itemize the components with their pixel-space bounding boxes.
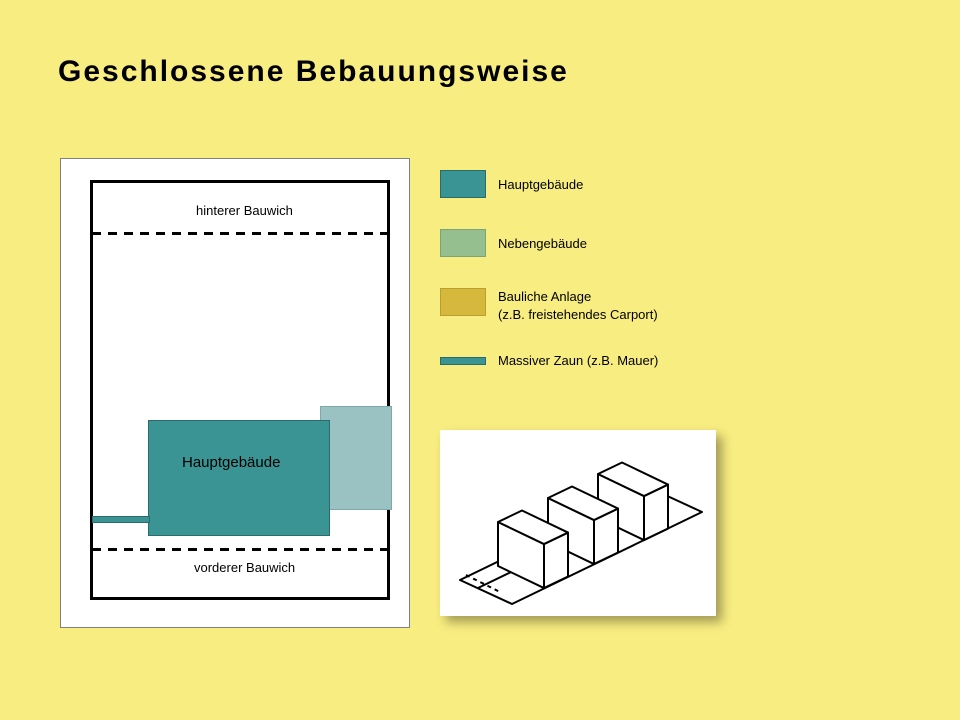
label-back-bauwich: hinterer Bauwich xyxy=(196,203,293,218)
dashed-line-top xyxy=(92,232,392,235)
main-building-block xyxy=(148,420,330,536)
aux-building-block xyxy=(320,406,392,510)
main-building-label: Hauptgebäude xyxy=(182,454,280,471)
perspective-sketch xyxy=(440,430,716,616)
legend-label-0: Hauptgebäude xyxy=(498,176,583,194)
legend-label-1: Nebengebäude xyxy=(498,235,587,253)
legend-swatch-0 xyxy=(440,170,486,198)
legend-swatch-3 xyxy=(440,357,486,365)
plan-inner-frame xyxy=(90,180,390,600)
legend-label-3: Massiver Zaun (z.B. Mauer) xyxy=(498,352,658,370)
page-title: Geschlossene Bebauungsweise xyxy=(58,55,569,89)
legend-swatch-2 xyxy=(440,288,486,316)
legend-swatch-1 xyxy=(440,229,486,257)
perspective-sketch-svg xyxy=(440,430,716,616)
label-front-bauwich: vorderer Bauwich xyxy=(194,560,295,575)
dashed-line-bottom xyxy=(92,548,392,551)
fence-strip xyxy=(92,516,150,523)
legend-label-2: Bauliche Anlage (z.B. freistehendes Carp… xyxy=(498,288,658,323)
